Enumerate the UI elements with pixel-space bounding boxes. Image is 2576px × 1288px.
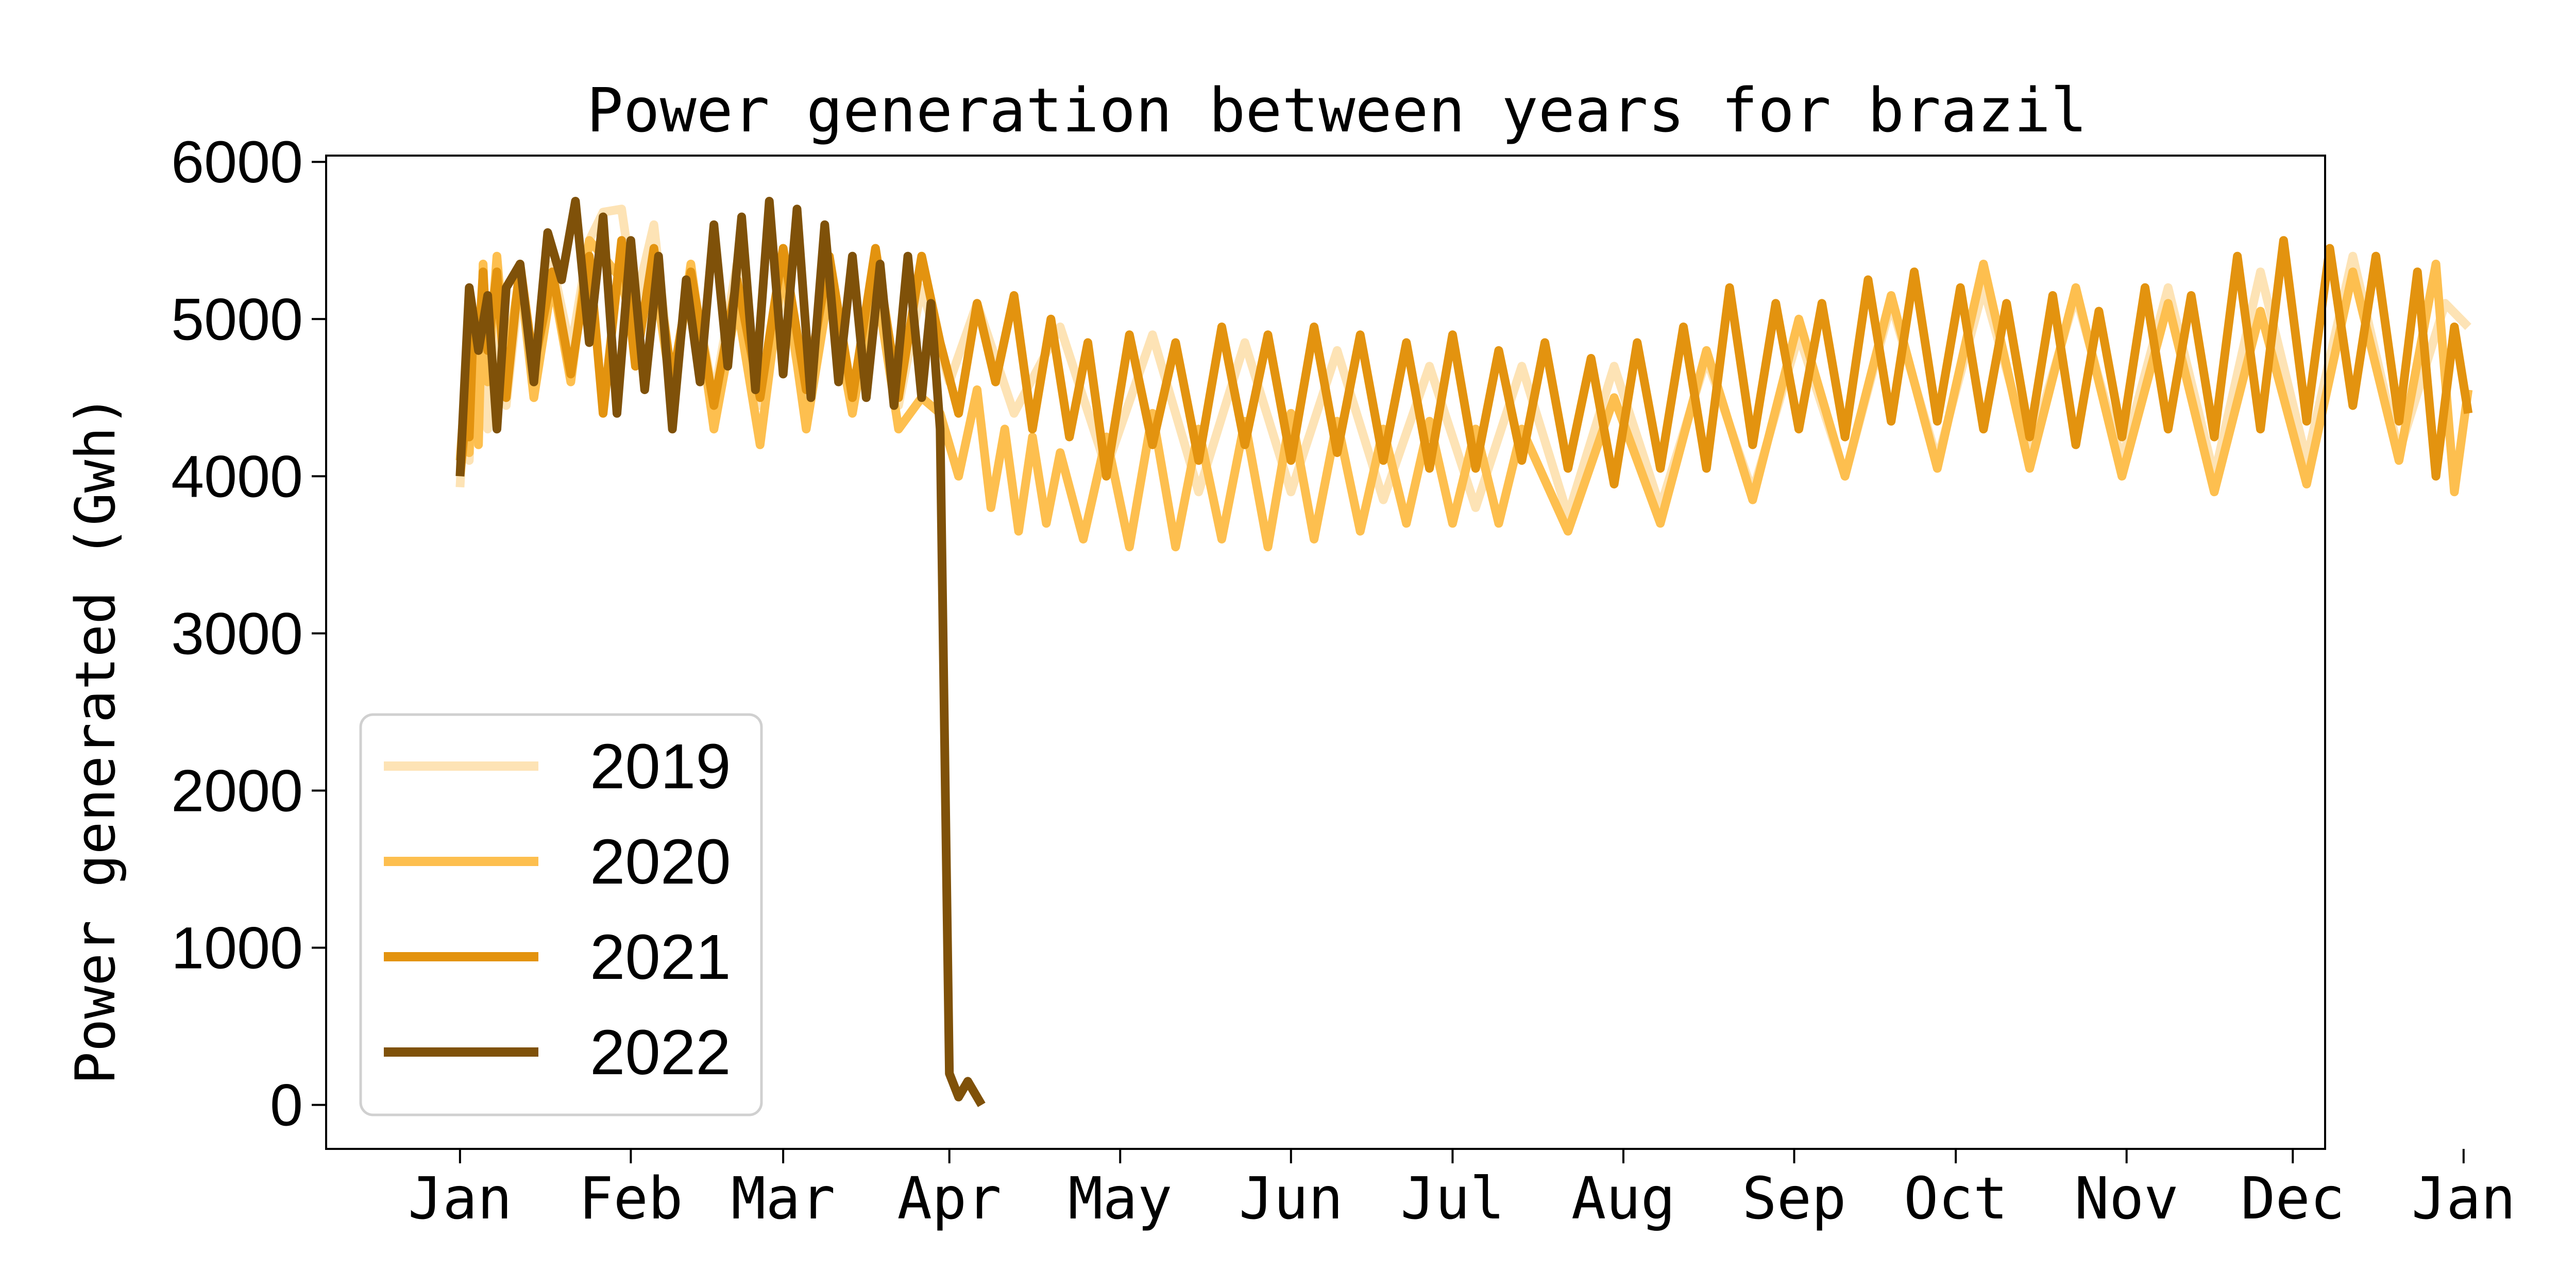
legend-label: 2021: [590, 922, 731, 993]
plot-frame: [325, 155, 2326, 1150]
legend-label: 2020: [590, 827, 731, 897]
chart-title: Power generation between years for brazi…: [587, 75, 2088, 146]
x-tick-label: Mar: [731, 1165, 835, 1232]
y-tick-label: 3000: [171, 601, 303, 667]
legend-box: [359, 713, 763, 1116]
x-tick-label: Jun: [1239, 1165, 1343, 1232]
y-tick-label: 2000: [171, 758, 303, 824]
x-tick-label: Aug: [1571, 1165, 1675, 1232]
y-tick-label: 5000: [171, 286, 303, 352]
series-line-2021: [455, 236, 2473, 489]
y-axis-ticks: 0 1000 2000 3000 4000 5000 6000: [171, 129, 326, 1139]
plot-area: [455, 197, 2473, 1107]
x-tick-label: May: [1068, 1165, 1172, 1232]
y-tick-label: 0: [270, 1073, 303, 1139]
y-axis-label: Power generated (Gwh): [64, 394, 127, 1084]
x-tick-label: Jan: [2412, 1165, 2516, 1232]
x-tick-label: Jul: [1400, 1165, 1504, 1232]
x-tick-label: Jan: [408, 1165, 512, 1232]
x-tick-label: Dec: [2241, 1165, 2345, 1232]
x-tick-label: Oct: [1904, 1165, 2008, 1232]
series-line-2020: [455, 236, 2473, 552]
legend: 2019 2020 2021 2022: [359, 713, 763, 1116]
x-tick-label: Nov: [2075, 1165, 2179, 1232]
x-axis-ticks: Jan Feb Mar Apr May Jun Jul Aug Sep Oct Nov Dec Jan: [408, 1149, 2516, 1232]
y-tick-label: 6000: [171, 129, 303, 195]
legend-label: 2019: [590, 732, 731, 802]
x-tick-label: Apr: [897, 1165, 1002, 1232]
y-tick-label: 4000: [171, 444, 303, 510]
legend-label: 2022: [590, 1018, 731, 1088]
x-tick-label: Sep: [1742, 1165, 1846, 1232]
y-tick-label: 1000: [171, 916, 303, 981]
series-line-2022: [455, 197, 986, 1107]
x-tick-label: Feb: [579, 1165, 683, 1232]
